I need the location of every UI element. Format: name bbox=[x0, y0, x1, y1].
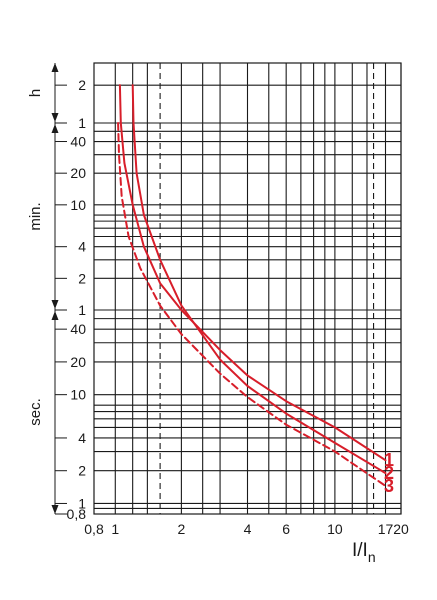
y-tick-label: 1 bbox=[78, 115, 86, 131]
y-unit-label: h bbox=[27, 89, 44, 97]
y-unit-label: sec. bbox=[27, 398, 44, 426]
y-tick-label: 40 bbox=[70, 134, 86, 150]
arrow-up-icon bbox=[51, 63, 59, 72]
curve-label-1: 1 bbox=[384, 450, 394, 470]
x-tick-label: 0,8 bbox=[84, 521, 104, 537]
x-tick-label: 6 bbox=[282, 521, 290, 537]
x-tick-label: 1 bbox=[111, 521, 119, 537]
y-tick-label: 40 bbox=[70, 321, 86, 337]
y-unit-label: min. bbox=[27, 202, 44, 230]
y-tick-label: 20 bbox=[70, 165, 86, 181]
arrow-up-icon bbox=[51, 124, 59, 133]
y-tick-label: 10 bbox=[70, 197, 86, 213]
curve-label-2: 2 bbox=[384, 463, 394, 483]
x-tick-label: 10 bbox=[327, 521, 343, 537]
arrow-up-icon bbox=[51, 311, 59, 320]
y-tick-label: 1 bbox=[78, 302, 86, 318]
x-tick-label: 4 bbox=[244, 521, 252, 537]
x-axis-label-subscript: n bbox=[368, 549, 376, 565]
x-axis-label: I/In bbox=[352, 540, 376, 565]
x-tick-label: 2 bbox=[177, 521, 185, 537]
curve-3 bbox=[117, 122, 387, 487]
axes bbox=[51, 63, 67, 515]
x-tick-label: 20 bbox=[393, 521, 409, 537]
y-tick-label: 0,8 bbox=[67, 506, 87, 522]
y-tick-label: 4 bbox=[78, 430, 86, 446]
labels: I/In 0,8124102040sec.124102040min.12h0,8… bbox=[27, 77, 409, 565]
curve-1 bbox=[118, 84, 387, 462]
y-tick-label: 2 bbox=[78, 463, 86, 479]
y-tick-label: 2 bbox=[78, 77, 86, 93]
y-tick-label: 4 bbox=[78, 239, 86, 255]
arrow-down-icon bbox=[51, 113, 59, 122]
curves bbox=[117, 84, 387, 487]
plot-frame bbox=[93, 62, 402, 515]
arrow-down-icon bbox=[51, 505, 59, 514]
x-tick-label: 17 bbox=[378, 521, 394, 537]
y-tick-label: 1 bbox=[78, 495, 86, 511]
chart-grid bbox=[93, 62, 402, 515]
curve-2 bbox=[131, 84, 387, 475]
y-tick-label: 2 bbox=[78, 270, 86, 286]
y-tick-label: 10 bbox=[70, 387, 86, 403]
curve-label-3: 3 bbox=[384, 476, 394, 496]
arrow-down-icon bbox=[51, 300, 59, 309]
y-tick-label: 20 bbox=[70, 354, 86, 370]
